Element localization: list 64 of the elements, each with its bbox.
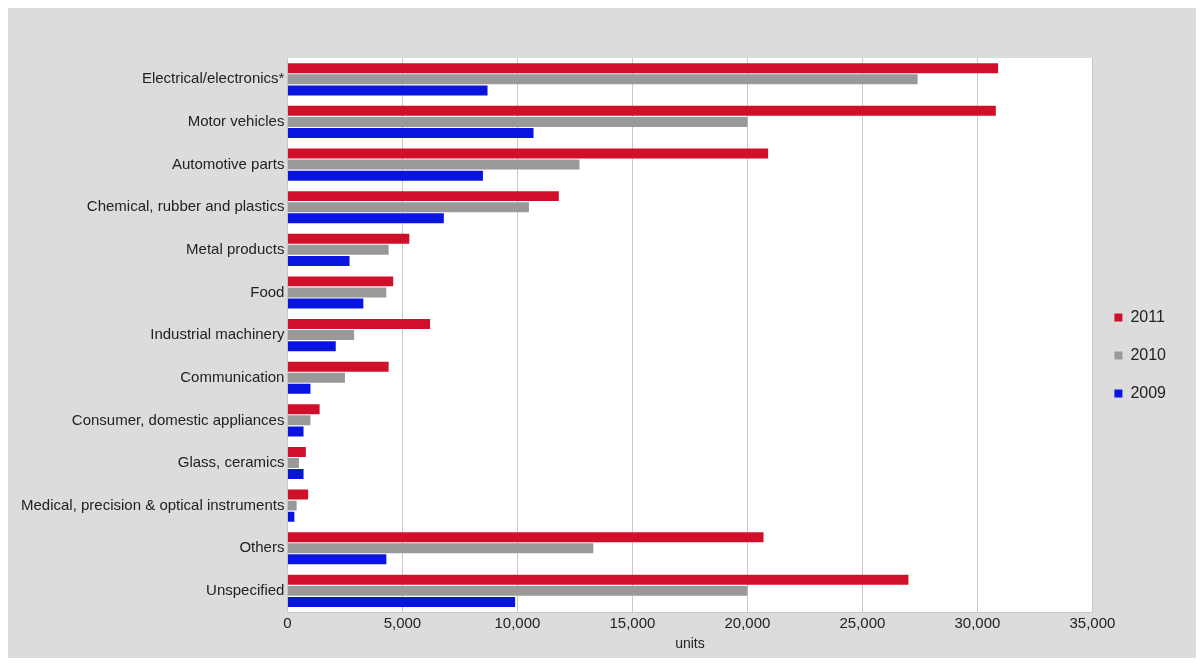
y-tick-label: Electrical/electronics* [141,69,285,87]
bar [287,287,387,298]
x-tick-label: 20,000 [724,614,771,632]
legend-label: 2009 [1130,383,1167,401]
y-tick-label: Others [239,538,285,556]
bar [287,244,389,255]
bar [287,469,304,480]
legend-label: 2011 [1130,307,1165,325]
bar [287,105,996,116]
bar [287,159,580,170]
bar [287,85,488,96]
y-tick-label: Metal products [186,239,285,257]
bar [287,361,389,372]
y-tick-label: Automotive parts [171,154,285,172]
bar [287,574,909,585]
bar [287,128,534,139]
bar [287,404,320,415]
bar [287,511,295,522]
bar [287,554,387,565]
bar [287,426,304,437]
x-tick-label: 30,000 [954,614,1001,632]
bar [287,63,999,74]
bar [287,330,355,341]
y-tick-label: Communication [180,367,285,385]
bar [287,415,311,426]
bar [287,543,594,554]
x-tick-label: 5,000 [383,614,422,632]
x-tick-label: 10,000 [494,614,541,632]
x-axis-title: units [675,635,705,652]
bar [287,170,483,181]
x-tick-label: 0 [283,614,292,632]
bar [287,446,306,457]
bar [287,458,299,468]
bar [287,341,336,352]
bar [287,191,559,202]
y-tick-label: Industrial machinery [150,325,285,343]
bar [287,298,364,309]
y-tick-label: Chemical, rubber and plastics [86,197,285,215]
bar [287,255,350,266]
bar [287,585,748,596]
bar [287,148,769,159]
bar [287,213,444,224]
x-tick-label: 35,000 [1069,614,1116,632]
y-tick-label: Medical, precision & optical instruments [20,495,285,513]
bar [287,500,297,511]
y-tick-label: Unspecified [206,581,285,599]
y-tick-label: Glass, ceramics [177,453,285,471]
bar [287,74,918,85]
bar [287,383,311,394]
x-tick-label: 15,000 [609,614,656,632]
y-tick-label: Consumer, domestic appliances [71,410,285,428]
legend-label: 2010 [1130,345,1167,363]
bar [287,489,309,500]
bar [287,233,410,244]
bar [287,116,748,127]
bar [287,372,345,383]
x-tick-label: 25,000 [839,614,886,632]
y-tick-label: Food [250,282,285,300]
bar [287,319,431,329]
bar [287,276,394,287]
bar [287,596,516,607]
bar [287,532,764,543]
bar [287,202,529,213]
y-tick-label: Motor vehicles [187,112,285,130]
